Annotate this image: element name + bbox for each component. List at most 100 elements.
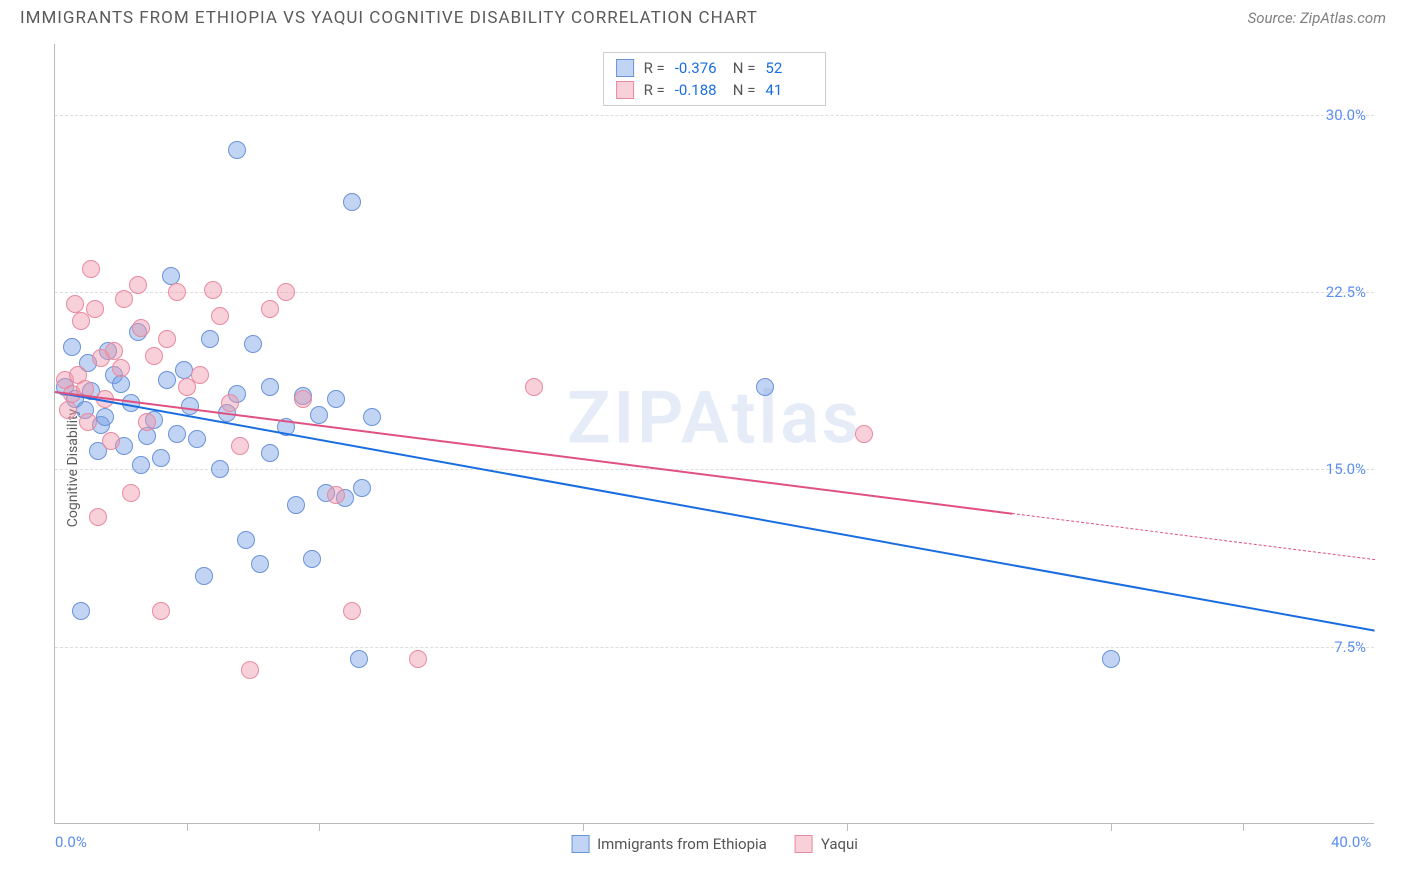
scatter-point (1102, 650, 1120, 668)
scatter-point (237, 531, 255, 549)
scatter-point (112, 375, 130, 393)
scatter-point (132, 319, 150, 337)
scatter-point (72, 602, 90, 620)
scatter-point (287, 496, 305, 514)
watermark-text: ZIPAtlas (567, 375, 862, 460)
stat-n-value: 41 (765, 81, 813, 99)
scatter-point (327, 486, 345, 504)
y-tick-label: 22.5% (1326, 283, 1366, 301)
scatter-point (162, 267, 180, 285)
scatter-point (350, 650, 368, 668)
scatter-point (409, 650, 427, 668)
scatter-point (152, 449, 170, 467)
scatter-point (86, 300, 104, 318)
scatter-point (363, 408, 381, 426)
stat-r-label: R = (644, 59, 665, 77)
scatter-point (129, 276, 147, 294)
scatter-point (112, 359, 130, 377)
scatter-point (89, 508, 107, 526)
scatter-point (82, 260, 100, 278)
scatter-point (102, 432, 120, 450)
scatter-point (79, 413, 97, 431)
y-tick-label: 7.5% (1334, 638, 1366, 656)
scatter-point (175, 361, 193, 379)
scatter-point (756, 378, 774, 396)
scatter-point (201, 330, 219, 348)
stat-r-value: -0.188 (675, 81, 723, 99)
scatter-point (181, 397, 199, 415)
scatter-point (152, 602, 170, 620)
scatter-point (188, 430, 206, 448)
scatter-point (855, 425, 873, 443)
gridline-h (55, 469, 1374, 470)
plot-area: ZIPAtlas R =-0.376N =52R =-0.188N =41 Im… (54, 44, 1374, 824)
legend-swatch (571, 835, 589, 853)
scatter-point (261, 300, 279, 318)
stat-n-value: 52 (765, 59, 813, 77)
scatter-point (231, 437, 249, 455)
scatter-point (251, 555, 269, 573)
scatter-point (228, 141, 246, 159)
scatter-point (343, 602, 361, 620)
regression-line (55, 391, 1375, 632)
x-tick (583, 823, 584, 831)
stat-r-value: -0.376 (675, 59, 723, 77)
x-tick (1111, 823, 1112, 831)
x-end-label: 40.0% (1331, 833, 1371, 851)
scatter-point (310, 406, 328, 424)
scatter-point (211, 460, 229, 478)
gridline-h (55, 292, 1374, 293)
scatter-point (303, 550, 321, 568)
scatter-point (343, 193, 361, 211)
legend-swatch (616, 59, 634, 77)
x-end-label: 0.0% (55, 833, 87, 851)
scatter-point (168, 425, 186, 443)
gridline-h (55, 115, 1374, 116)
stat-n-label: N = (733, 81, 756, 99)
regression-line (55, 391, 1012, 515)
scatter-point (145, 347, 163, 365)
scatter-point (221, 394, 239, 412)
scatter-point (261, 444, 279, 462)
scatter-point (115, 290, 133, 308)
scatter-point (294, 390, 312, 408)
scatter-point (96, 408, 114, 426)
scatter-point (327, 390, 345, 408)
scatter-point (195, 567, 213, 585)
scatter-point (138, 413, 156, 431)
legend-item: Yaqui (795, 835, 858, 853)
scatter-point (353, 479, 371, 497)
scatter-point (59, 401, 77, 419)
scatter-point (105, 342, 123, 360)
stat-n-label: N = (733, 59, 756, 77)
scatter-point (241, 661, 259, 679)
legend-swatch (795, 835, 813, 853)
legend-item: Immigrants from Ethiopia (571, 835, 767, 853)
stats-legend-box: R = -0.376 N = 52 R = -0.188 N = 41 (603, 52, 827, 106)
x-tick (847, 823, 848, 831)
scatter-point (211, 307, 229, 325)
scatter-point (277, 283, 295, 301)
stat-r-label: R = (644, 81, 665, 99)
regression-line (1012, 513, 1375, 560)
scatter-point (204, 281, 222, 299)
y-tick-label: 30.0% (1326, 106, 1366, 124)
series-legend: Immigrants from Ethiopia Yaqui (571, 835, 858, 853)
scatter-point (132, 456, 150, 474)
x-tick (187, 823, 188, 831)
source-attribution: Source: ZipAtlas.com (1248, 9, 1386, 27)
legend-label: Yaqui (821, 835, 858, 853)
legend-swatch (616, 81, 634, 99)
scatter-point (168, 283, 186, 301)
scatter-point (158, 371, 176, 389)
scatter-point (158, 330, 176, 348)
scatter-point (63, 338, 81, 356)
chart-title: IMMIGRANTS FROM ETHIOPIA VS YAQUI COGNIT… (20, 8, 758, 28)
stats-row: R = -0.188 N = 41 (616, 79, 814, 101)
scatter-point (122, 484, 140, 502)
scatter-point (244, 335, 262, 353)
scatter-point (66, 295, 84, 313)
y-tick-label: 15.0% (1326, 460, 1366, 478)
chart-container: Cognitive Disability ZIPAtlas R =-0.376N… (20, 44, 1386, 892)
stats-row: R = -0.376 N = 52 (616, 57, 814, 79)
